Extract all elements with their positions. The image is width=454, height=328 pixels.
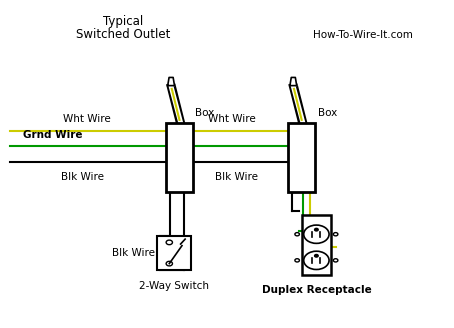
Text: Switched Outlet: Switched Outlet <box>76 29 170 41</box>
Bar <box>157 236 191 270</box>
Circle shape <box>295 259 300 262</box>
Circle shape <box>333 259 338 262</box>
Bar <box>166 123 193 192</box>
Text: Box: Box <box>317 108 337 118</box>
Text: 2-Way Switch: 2-Way Switch <box>139 280 209 291</box>
Circle shape <box>304 251 329 270</box>
Text: Blk Wire: Blk Wire <box>112 248 154 258</box>
Polygon shape <box>290 77 297 86</box>
Circle shape <box>333 233 338 236</box>
Text: Wht Wire: Wht Wire <box>63 114 111 124</box>
Text: Grnd Wire: Grnd Wire <box>23 130 83 140</box>
Polygon shape <box>168 77 174 86</box>
Circle shape <box>166 240 173 245</box>
Text: Wht Wire: Wht Wire <box>207 114 256 124</box>
Text: Box: Box <box>195 108 215 118</box>
Circle shape <box>304 225 329 243</box>
Circle shape <box>166 261 173 266</box>
Text: Duplex Receptacle: Duplex Receptacle <box>262 285 371 296</box>
Text: How-To-Wire-It.com: How-To-Wire-It.com <box>313 30 413 40</box>
Bar <box>301 215 331 275</box>
Circle shape <box>295 233 300 236</box>
Text: Blk Wire: Blk Wire <box>61 172 104 181</box>
Text: Typical: Typical <box>103 15 143 29</box>
Circle shape <box>315 255 318 257</box>
Bar <box>288 123 315 192</box>
Circle shape <box>315 228 318 231</box>
Text: Blk Wire: Blk Wire <box>215 172 257 181</box>
